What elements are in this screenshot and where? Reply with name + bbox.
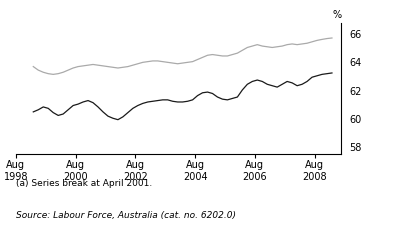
Text: (a) Series break at April 2001.: (a) Series break at April 2001. (16, 179, 152, 188)
Text: %: % (332, 10, 341, 20)
Text: Source: Labour Force, Australia (cat. no. 6202.0): Source: Labour Force, Australia (cat. no… (16, 211, 236, 220)
